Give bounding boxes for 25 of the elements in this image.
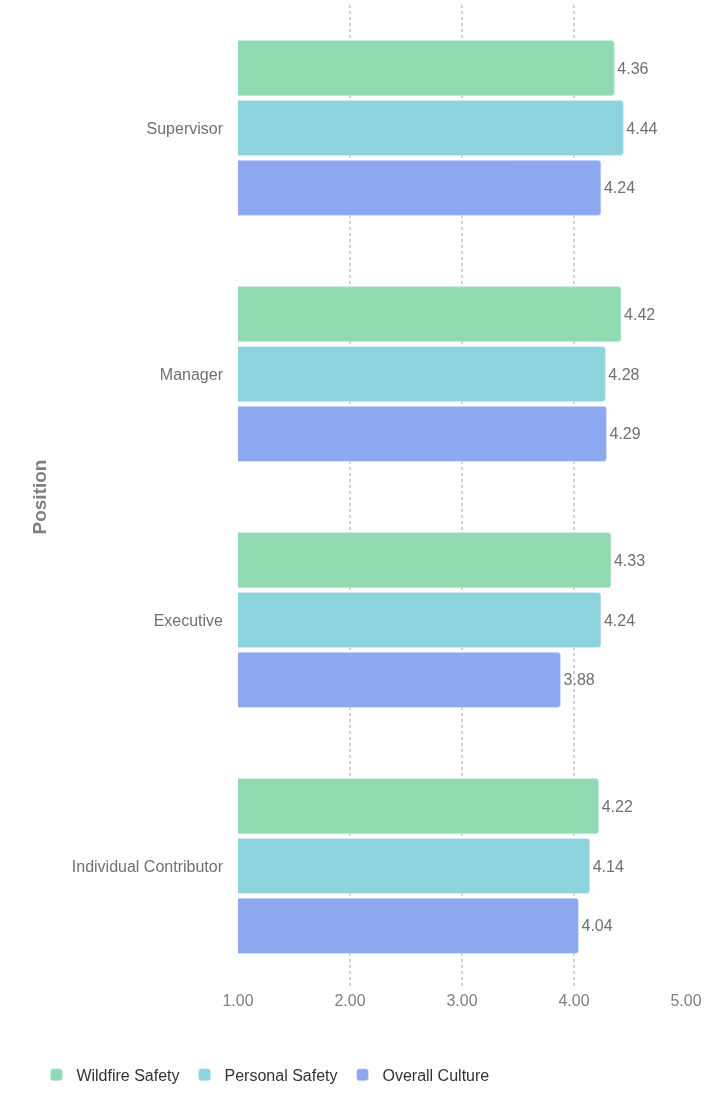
y-tick-label: Individual Contributor xyxy=(71,857,224,875)
x-tick-label: 5.00 xyxy=(670,992,702,1009)
legend-label: Personal Safety xyxy=(224,1067,338,1085)
data-label: 4.14 xyxy=(592,857,624,875)
x-tick-label: 2.00 xyxy=(334,992,366,1009)
x-tick-label: 1.00 xyxy=(222,992,254,1009)
data-label: 3.88 xyxy=(563,671,595,689)
y-tick-label: Supervisor xyxy=(146,119,224,137)
data-label: 4.04 xyxy=(581,917,613,935)
x-tick-label: 3.00 xyxy=(446,992,478,1009)
data-label: 4.36 xyxy=(617,59,649,77)
data-label: 4.22 xyxy=(601,797,633,815)
y-tick-label: Executive xyxy=(153,611,224,629)
data-label: 4.44 xyxy=(626,119,658,137)
y-axis-title: Position xyxy=(28,459,50,535)
data-label: 4.29 xyxy=(609,425,641,443)
data-label: 4.42 xyxy=(624,305,656,323)
data-label: 4.24 xyxy=(603,179,636,197)
data-label: 4.28 xyxy=(608,365,640,383)
x-tick-label: 4.00 xyxy=(558,992,590,1009)
data-label: 4.33 xyxy=(613,551,646,569)
y-tick-label: Manager xyxy=(159,365,224,383)
data-label: 4.24 xyxy=(603,611,636,629)
legend-label: Wildfire Safety xyxy=(76,1067,180,1085)
legend-label: Overall Culture xyxy=(382,1067,490,1085)
